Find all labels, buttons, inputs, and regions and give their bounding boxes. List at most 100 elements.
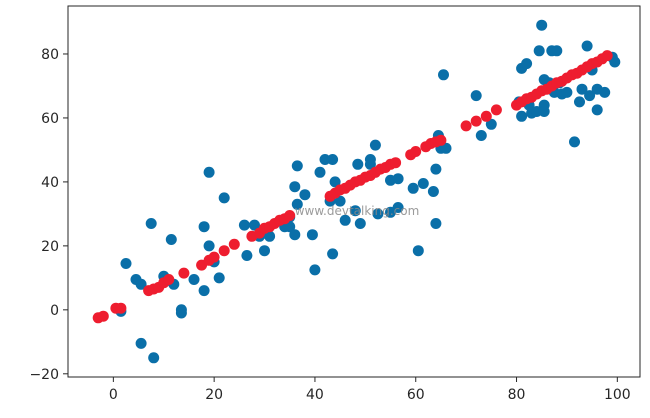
series-2-point: [115, 302, 127, 314]
series-1-point: [329, 176, 341, 188]
series-1-point: [349, 205, 361, 217]
data-points: [92, 19, 621, 364]
y-tick-label: 20: [41, 239, 59, 255]
series-1-point: [334, 195, 346, 207]
series-1-point: [203, 166, 215, 178]
series-2-point: [460, 120, 472, 132]
series-1-point: [165, 234, 177, 245]
series-1-point: [249, 219, 260, 231]
series-1-point: [198, 221, 210, 233]
series-1-point: [569, 136, 580, 148]
y-tick-label: 0: [50, 303, 59, 319]
series-1-point: [327, 154, 339, 165]
series-1-point: [574, 96, 585, 108]
series-2-point: [163, 274, 175, 285]
series-1-point: [306, 229, 318, 241]
series-1-point: [352, 158, 364, 170]
series-2-point: [284, 210, 296, 221]
series-1-point: [591, 104, 603, 116]
series-1-point: [485, 118, 497, 130]
series-1-point: [319, 154, 331, 165]
series-1-point: [609, 56, 621, 68]
series-2-point: [97, 310, 109, 322]
x-tick-label: 40: [306, 387, 324, 403]
series-1-point: [372, 208, 384, 220]
series-1-point: [289, 181, 301, 193]
y-tick-label: 80: [41, 47, 59, 63]
series-1-point: [364, 154, 376, 165]
series-1-point: [369, 139, 381, 151]
series-2-point: [410, 146, 422, 157]
series-1-point: [135, 337, 147, 349]
y-tick-label: −20: [29, 367, 59, 383]
series-1-point: [218, 192, 230, 204]
series-1-point: [584, 90, 596, 102]
series-1-point: [581, 40, 593, 52]
series-1-point: [148, 352, 160, 364]
series-1-point: [533, 45, 545, 57]
series-2-point: [218, 245, 230, 257]
series-1-point: [561, 86, 573, 98]
series-1-point: [238, 219, 250, 231]
series-1-point: [259, 245, 270, 257]
watermark-text: www.devtalking.com: [295, 204, 420, 218]
series-1-point: [354, 218, 366, 229]
series-1-point: [339, 214, 351, 226]
series-1-point: [516, 110, 528, 122]
x-tick-label: 60: [407, 387, 425, 403]
series-1-point: [188, 274, 200, 285]
series-1-point: [430, 218, 442, 229]
series-1-point: [417, 178, 429, 189]
series-1-point: [241, 250, 253, 261]
series-1-point: [291, 160, 303, 172]
series-1-point: [427, 186, 439, 197]
x-tick-label: 0: [109, 387, 118, 403]
x-axis: 0 20 40 60 80 100: [109, 377, 631, 403]
series-2-point: [208, 251, 220, 263]
series-1-point: [213, 272, 225, 284]
y-axis: −20 0 20 40 60 80: [29, 47, 68, 383]
series-1-point: [392, 202, 404, 213]
series-1-point: [203, 240, 215, 252]
series-2-point: [470, 115, 482, 127]
x-tick-label: 100: [604, 387, 631, 403]
series-1-point: [440, 142, 452, 154]
series-1-point: [392, 173, 404, 185]
series-2-point: [601, 50, 613, 62]
series-1-point: [430, 163, 442, 175]
series-1-point: [198, 285, 210, 297]
series-1-point: [407, 182, 419, 194]
series-2-point: [435, 134, 447, 146]
series-2-point: [490, 104, 502, 116]
series-1-point: [551, 45, 563, 57]
series-1-point: [120, 258, 132, 269]
x-tick-label: 20: [205, 387, 223, 403]
series-1-point: [291, 198, 303, 210]
series-1-point: [314, 166, 326, 178]
y-tick-label: 60: [41, 111, 59, 127]
series-1-point: [576, 83, 588, 95]
y-tick-label: 40: [41, 175, 59, 191]
x-tick-label: 80: [508, 387, 526, 403]
series-1-point: [299, 189, 311, 201]
series-1-point: [284, 221, 296, 233]
series-1-point: [536, 19, 548, 31]
series-1-point: [470, 90, 482, 102]
series-2-point: [228, 238, 240, 250]
series-1-point: [289, 229, 301, 241]
series-1-point: [438, 69, 449, 81]
series-1-point: [175, 307, 187, 319]
series-1-point: [327, 248, 339, 260]
series-1-point: [145, 218, 157, 229]
series-1-point: [521, 58, 533, 70]
plot-frame: [67, 5, 641, 378]
series-1-point: [538, 106, 550, 117]
series-2-point: [178, 267, 190, 279]
series-1-point: [264, 230, 276, 242]
series-1-point: [412, 245, 424, 257]
series-2-point: [390, 157, 402, 169]
series-1-point: [475, 130, 487, 141]
series-2-point: [480, 110, 492, 122]
series-1-point: [599, 86, 611, 98]
